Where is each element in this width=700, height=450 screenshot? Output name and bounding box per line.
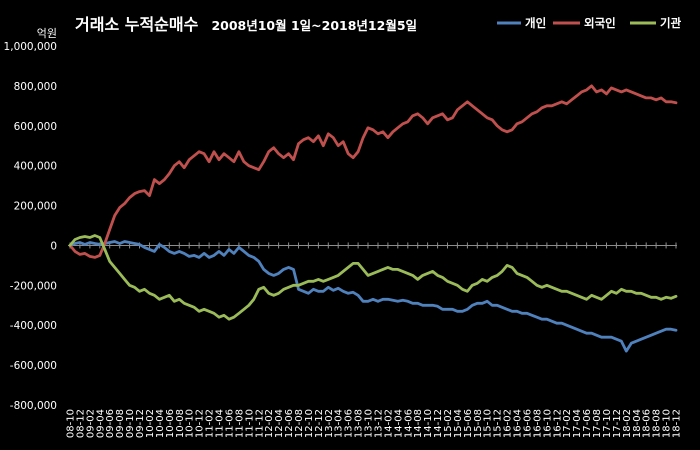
x-tick-label: 09-10: [125, 409, 136, 438]
x-tick-label: 13-08: [354, 409, 365, 438]
x-tick-label: 10-08: [175, 409, 186, 438]
x-tick-label: 09-12: [135, 409, 146, 438]
x-tick-label: 10-06: [165, 409, 176, 438]
x-tick-label: 12-06: [284, 409, 295, 438]
legend-label: 기관: [660, 16, 682, 30]
y-tick-label: -800,000: [10, 400, 57, 412]
x-tick-label: 17-06: [582, 409, 593, 438]
x-tick-label: 14-12: [433, 409, 444, 438]
x-tick-label: 11-04: [215, 409, 226, 438]
x-tick-label: 09-02: [85, 409, 96, 438]
x-tick-label: 10-04: [155, 409, 166, 438]
x-tick-label: 18-06: [642, 409, 653, 438]
y-tick-label: 800,000: [14, 81, 57, 93]
x-tick-label: 17-12: [612, 409, 623, 438]
x-tick-label: 08-12: [75, 409, 86, 438]
chart-title: 거래소 누적순매수 2008년10월 1일~2018년12월5일: [75, 15, 417, 34]
x-tick-label: 15-06: [463, 409, 474, 438]
y-tick-label: 200,000: [14, 201, 57, 213]
y-tick-label: 400,000: [14, 161, 57, 173]
x-tick-label: 17-08: [592, 409, 603, 438]
x-tick-label: 10-12: [195, 409, 206, 438]
x-tick-label: 15-12: [493, 409, 504, 438]
x-tick-label: 15-08: [473, 409, 484, 438]
x-tick-label: 17-10: [602, 409, 613, 438]
x-tick-label: 12-10: [304, 409, 315, 438]
legend-label: 외국인: [584, 16, 616, 30]
y-tick-label: 600,000: [14, 121, 57, 133]
legend-label: 개인: [525, 16, 546, 30]
x-tick-label: 14-06: [403, 409, 414, 438]
x-tick-label: 13-02: [324, 409, 335, 438]
legend-item-individual: 개인: [497, 16, 546, 30]
legend-item-institution: 기관: [630, 16, 682, 30]
x-tick-label: 09-08: [115, 409, 126, 438]
x-tick-label: 15-04: [453, 409, 464, 438]
x-tick-label: 11-02: [205, 409, 216, 438]
x-tick-label: 15-02: [443, 409, 454, 438]
plot-area: [68, 84, 678, 353]
x-tick-label: 17-02: [562, 409, 573, 438]
x-tick-label: 15-10: [483, 409, 494, 438]
x-tick-label: 10-10: [185, 409, 196, 438]
x-tick-label: 08-10: [66, 409, 77, 438]
x-tick-label: 18-02: [622, 409, 633, 438]
x-tick-label: 09-04: [95, 409, 106, 438]
x-tick-label: 16-02: [503, 409, 514, 438]
x-tick-label: 10-02: [145, 409, 156, 438]
x-tick-label: 12-04: [274, 409, 285, 438]
x-tick-label: 16-08: [532, 409, 543, 438]
x-tick-label: 13-04: [334, 409, 345, 438]
series-line-2: [68, 84, 678, 259]
y-tick-label: -400,000: [10, 320, 57, 332]
x-tick-label: 12-12: [314, 409, 325, 438]
x-tick-label: 16-04: [513, 409, 524, 438]
x-tick-label: 16-10: [542, 409, 553, 438]
x-tick-label: 11-12: [254, 409, 265, 438]
x-tick-label: 13-06: [344, 409, 355, 438]
chart-subtitle-text: 2008년10월 1일~2018년12월5일: [211, 18, 417, 33]
x-tick-label: 14-04: [393, 409, 404, 438]
y-tick-label: -600,000: [10, 360, 57, 372]
y-tick-label: -200,000: [10, 280, 57, 292]
x-tick-label: 16-06: [523, 409, 534, 438]
x-tick-label: 18-08: [652, 409, 663, 438]
y-tick-label: 0: [50, 240, 57, 252]
x-tick-label: 11-08: [234, 409, 245, 438]
x-tick-label: 14-08: [413, 409, 424, 438]
y-tick-label: 1,000,000: [4, 41, 57, 53]
y-axis-unit-label: 억원: [37, 27, 57, 40]
x-tick-label: 14-02: [383, 409, 394, 438]
x-tick-label: 13-12: [374, 409, 385, 438]
chart-title-text: 거래소 누적순매수: [75, 15, 199, 34]
x-tick-label: 12-08: [294, 409, 305, 438]
y-axis: 1,000,000 800,000 600,000 400,000 200,000 0 -2…: [4, 41, 57, 412]
x-tick-label: 13-10: [364, 409, 375, 438]
x-tick-label: 14-10: [423, 409, 434, 438]
legend-item-foreign: 외국인: [553, 16, 616, 30]
legend: 개인 외국인 기관: [497, 16, 682, 30]
x-tick-label: 11-10: [244, 409, 255, 438]
series-line-1: [68, 240, 678, 353]
series-line-3: [68, 234, 678, 321]
x-tick-label: 16-12: [552, 409, 563, 438]
x-tick-label: 17-04: [572, 409, 583, 438]
x-tick-label: 09-06: [105, 409, 116, 438]
x-tick-label: 12-02: [264, 409, 275, 438]
x-tick-label: 18-12: [672, 409, 683, 438]
x-tick-label: 18-10: [662, 409, 673, 438]
x-tick-label: 18-04: [632, 409, 643, 438]
x-tick-label: 11-06: [225, 409, 236, 438]
